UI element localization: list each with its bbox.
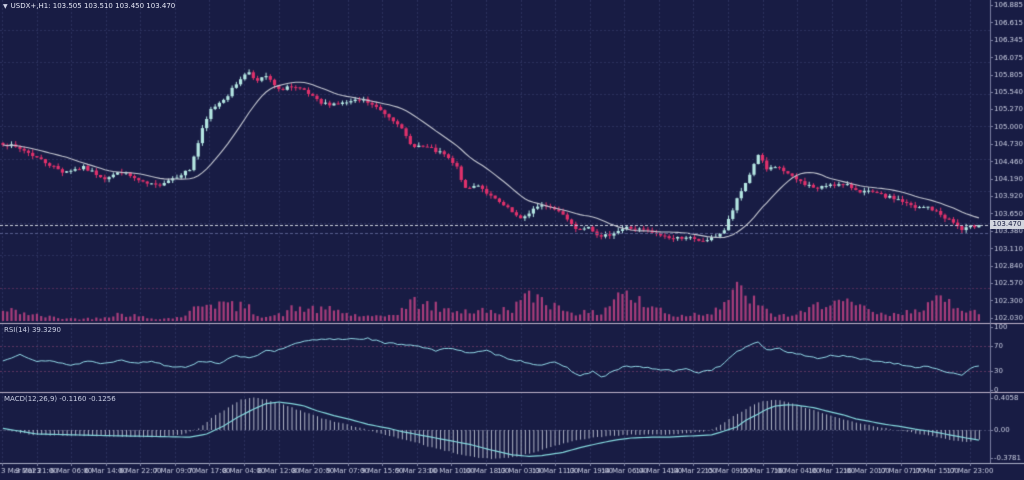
dropdown-arrow-icon[interactable]: ▼ [3, 3, 8, 10]
macd-indicator-label: MACD(12,26,9) -0.1160 -0.1256 [4, 395, 116, 403]
symbol-ohlc-title: ▼ USDX+,H1: 103.505 103.510 103.450 103.4… [3, 2, 175, 11]
symbol-info-text: USDX+,H1: 103.505 103.510 103.450 103.47… [10, 2, 176, 10]
rsi-indicator-label: RSI(14) 39.3290 [4, 326, 61, 334]
current-price-tag: 103.470 [990, 220, 1024, 229]
